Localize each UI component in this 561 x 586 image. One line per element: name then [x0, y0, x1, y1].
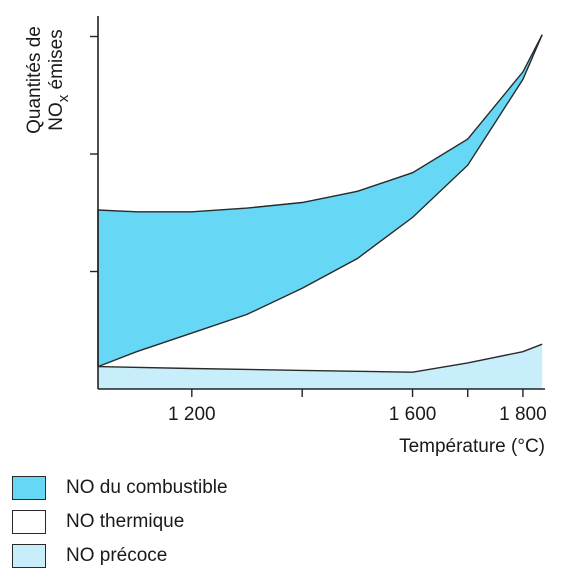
- x-tick-label-0: 1 200: [168, 404, 216, 425]
- x-tick-label-1: 1 600: [389, 404, 437, 425]
- x-axis-title: Température (°C): [399, 436, 545, 457]
- series-fuel-no-band: [98, 34, 543, 367]
- ticks: 1 200 1 600 1 800: [90, 35, 547, 425]
- axes: [97, 16, 545, 390]
- legend-label-fuel-no: NO du combustible: [66, 477, 228, 498]
- legend-label-prompt-no: NO précoce: [66, 545, 168, 566]
- series-thermal-no-band: [98, 34, 543, 373]
- legend-item-fuel-no: NO du combustible: [12, 476, 432, 500]
- y-axis-title-no: NO: [46, 102, 67, 131]
- series-prompt-no-band: [98, 344, 543, 389]
- x-tick-label-2: 1 800: [499, 404, 547, 425]
- legend-swatch-prompt-no: [12, 544, 46, 568]
- legend-item-thermal-no: NO thermique: [12, 510, 432, 534]
- plot-area: [97, 34, 543, 389]
- fuel-no-lower-curve: [97, 34, 543, 368]
- nox-emissions-chart: 1 200 1 600 1 800 Quantités de NOx émises …: [24, 16, 547, 457]
- legend-swatch-thermal-no: [12, 510, 46, 534]
- y-axis-title-line2: NOx émises: [46, 29, 72, 130]
- y-axis-title: Quantités de NOx émises: [24, 26, 72, 134]
- y-axis-title-subscript: x: [55, 94, 72, 102]
- fuel-no-upper-curve: [97, 34, 543, 213]
- y-axis-title-line1: Quantités de: [24, 26, 45, 134]
- legend-item-prompt-no: NO précoce: [12, 544, 432, 568]
- legend-label-thermal-no: NO thermique: [66, 511, 185, 532]
- y-axis-title-rest: émises: [46, 29, 67, 94]
- legend-swatch-fuel-no: [12, 476, 46, 500]
- legend: NO du combustible NO thermique NO précoc…: [12, 476, 432, 578]
- prompt-no-upper-curve: [97, 343, 543, 373]
